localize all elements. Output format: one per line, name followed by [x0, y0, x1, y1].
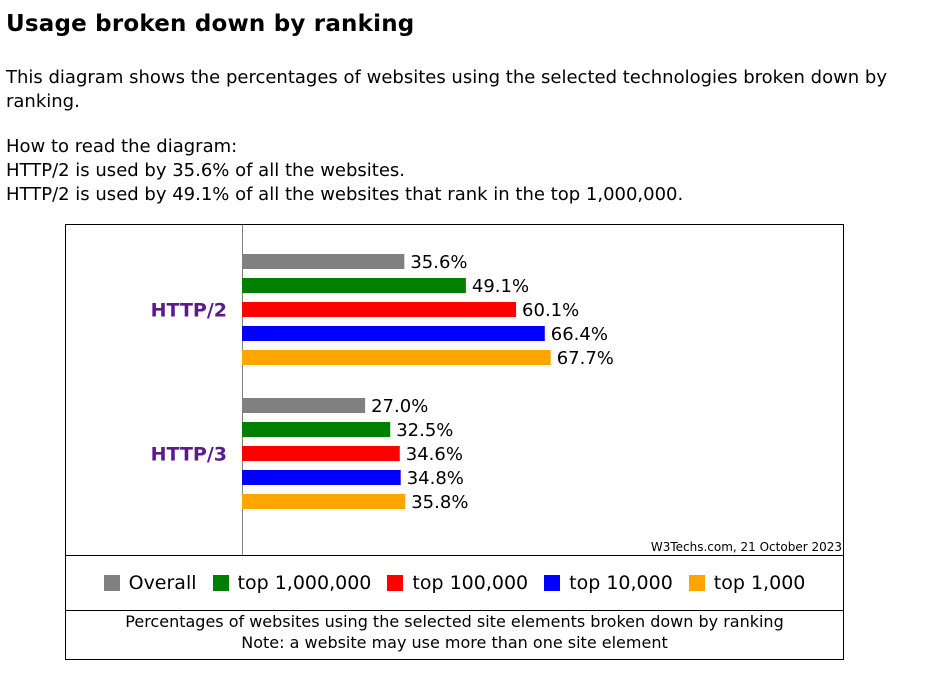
bar-http-3-top-10-000 [242, 470, 401, 485]
page-heading: Usage broken down by ranking [6, 11, 415, 37]
legend-label-top-10-000: top 10,000 [569, 572, 673, 594]
value-label-http-3-top-10-000: 34.8% [407, 468, 464, 489]
how-to-read-title: How to read the diagram: [6, 136, 238, 157]
how-to-read: How to read the diagram: HTTP/2 is used … [6, 135, 683, 207]
chart-legend: Overall top 1,000,000 top 100,000 top 10,00… [66, 555, 843, 611]
bar-http-2-top-100-000 [242, 302, 517, 317]
legend-item-top-10-000: top 10,000 [544, 572, 673, 594]
legend-item-overall: Overall [103, 572, 197, 594]
value-label-http-3-top-1-000: 35.8% [411, 492, 468, 513]
legend-label-top-1-000: top 1,000 [713, 572, 806, 594]
legend-label-overall: Overall [128, 572, 197, 594]
bar-http-2-top-1-000 [242, 350, 551, 365]
legend-item-top-1-000-000: top 1,000,000 [212, 572, 372, 594]
legend-swatch-top-1-000 [688, 575, 705, 591]
bar-http-3-top-1-000-000 [242, 422, 391, 437]
how-to-read-line-1: HTTP/2 is used by 35.6% of all the websi… [6, 160, 406, 181]
legend-swatch-overall [103, 575, 120, 591]
bar-chart: HTTP/2 35.6%49.1% 60.1% 66.4% 67.7% HTTP/3 27.… [151, 225, 842, 555]
source-note: W3Techs.com, 21 October 2023 [651, 540, 842, 554]
bar-http-2-overall [242, 254, 405, 269]
value-label-http-2-overall: 35.6% [410, 252, 467, 273]
legend-label-top-100-000: top 100,000 [412, 572, 529, 594]
bar-http-3-top-1-000 [242, 494, 406, 509]
value-label-http-2-top-1-000-000: 49.1% [472, 276, 529, 297]
bar-http-3-overall [242, 398, 366, 413]
value-label-http-2-top-10-000: 66.4% [551, 324, 608, 345]
legend-item-top-1-000: top 1,000 [688, 572, 806, 594]
value-label-http-2-top-100-000: 60.1% [522, 300, 579, 321]
category-label-http-2: HTTP/2 [151, 300, 227, 322]
caption-line-2: Note: a website may use more than one si… [241, 633, 668, 652]
chart-caption: Percentages of websites using the select… [66, 611, 843, 653]
how-to-read-line-2: HTTP/2 is used by 49.1% of all the websi… [6, 184, 684, 205]
legend-swatch-top-10-000 [544, 575, 561, 591]
bar-http-2-top-1-000-000 [242, 278, 466, 293]
category-label-http-3: HTTP/3 [151, 444, 227, 466]
intro-text: This diagram shows the percentages of we… [6, 67, 888, 112]
chart-frame: HTTP/2 35.6% 49.1% 60.1% 66.4% 67.7% HTTP/3 27.… [65, 224, 844, 660]
value-label-http-3-top-1-000-000: 32.5% [396, 420, 453, 441]
value-label-http-3-top-100-000: 34.6% [406, 444, 463, 465]
legend-label-top-1-000-000: top 1,000,000 [237, 572, 372, 594]
legend-item-top-100-000: top 100,000 [387, 572, 528, 594]
caption-line-1: Percentages of websites using the select… [125, 612, 784, 631]
bar-http-2-top-10-000 [242, 326, 545, 341]
legend-swatch-top-100-000 [387, 575, 404, 591]
legend-swatch-top-1-000-000 [212, 575, 229, 591]
bar-http-3-top-100-000 [242, 446, 400, 461]
value-label-http-2-top-1-000: 67.7% [557, 348, 614, 369]
value-label-http-3-overall: 27.0% [371, 396, 428, 417]
